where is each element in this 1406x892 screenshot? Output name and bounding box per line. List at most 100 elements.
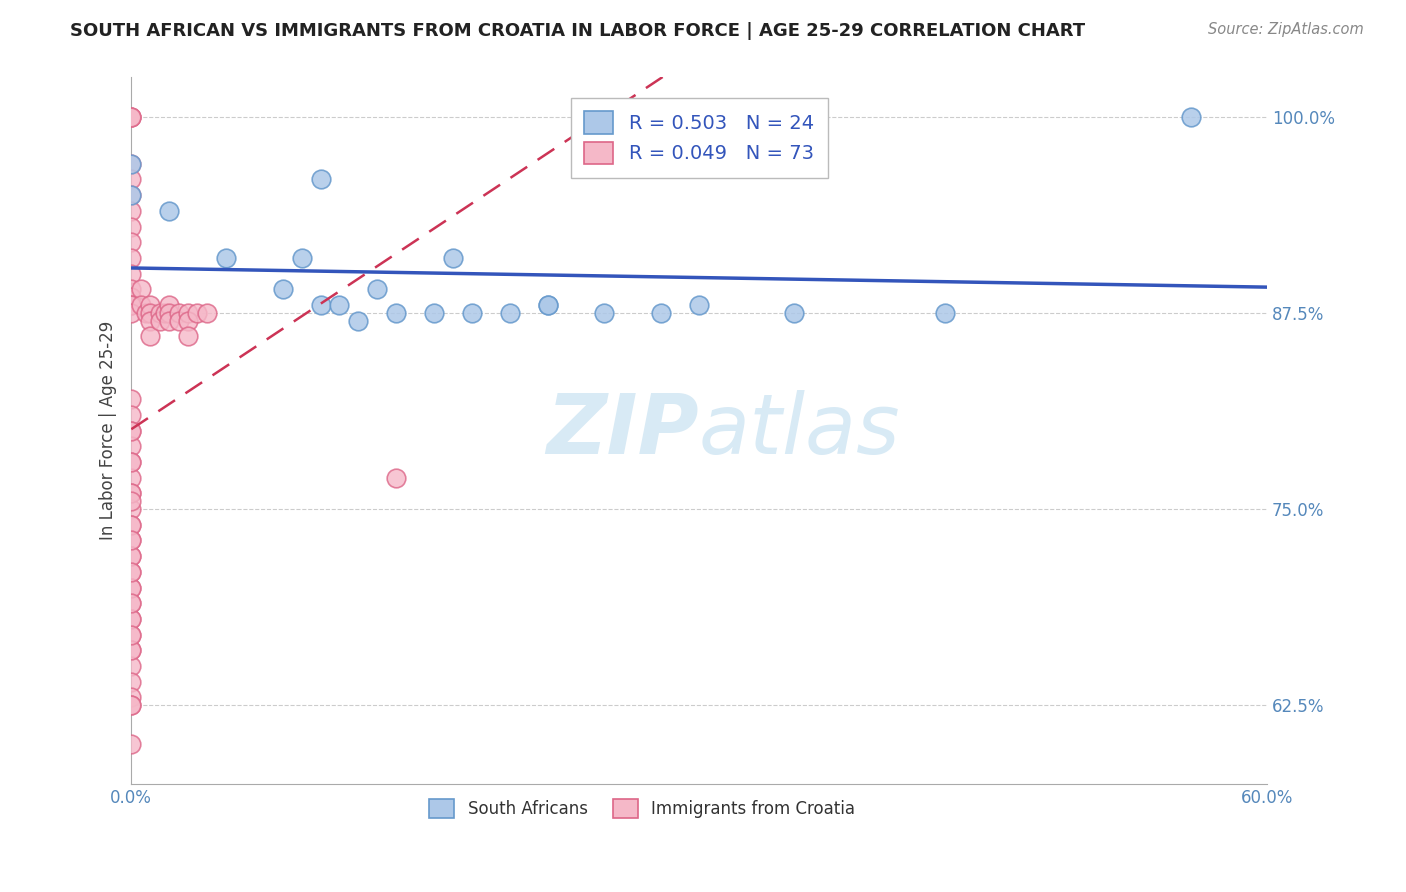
Point bbox=[593, 306, 616, 320]
Point bbox=[120, 157, 142, 171]
Point bbox=[291, 251, 314, 265]
Point bbox=[120, 424, 142, 438]
Point bbox=[120, 157, 142, 171]
Point bbox=[120, 674, 142, 689]
Point bbox=[120, 392, 142, 407]
Point bbox=[157, 314, 180, 328]
Point bbox=[139, 298, 162, 312]
Point bbox=[120, 439, 142, 453]
Point bbox=[120, 596, 142, 610]
Point bbox=[328, 298, 350, 312]
Point bbox=[120, 455, 142, 469]
Text: SOUTH AFRICAN VS IMMIGRANTS FROM CROATIA IN LABOR FORCE | AGE 25-29 CORRELATION : SOUTH AFRICAN VS IMMIGRANTS FROM CROATIA… bbox=[70, 22, 1085, 40]
Point bbox=[120, 738, 142, 752]
Point bbox=[177, 306, 200, 320]
Point bbox=[120, 549, 142, 563]
Point bbox=[120, 565, 142, 579]
Point bbox=[120, 581, 142, 595]
Point bbox=[149, 306, 172, 320]
Point bbox=[120, 306, 142, 320]
Y-axis label: In Labor Force | Age 25-29: In Labor Force | Age 25-29 bbox=[100, 321, 117, 541]
Point bbox=[120, 643, 142, 657]
Point bbox=[120, 188, 142, 202]
Point bbox=[120, 251, 142, 265]
Point bbox=[271, 282, 294, 296]
Point bbox=[120, 298, 142, 312]
Point bbox=[135, 306, 157, 320]
Point bbox=[120, 110, 142, 124]
Point bbox=[120, 612, 142, 626]
Point bbox=[120, 110, 142, 124]
Point bbox=[120, 596, 142, 610]
Point bbox=[120, 502, 142, 516]
Point bbox=[120, 188, 142, 202]
Point bbox=[120, 659, 142, 673]
Point bbox=[120, 486, 142, 500]
Point bbox=[120, 627, 142, 641]
Point bbox=[149, 314, 172, 328]
Point bbox=[157, 203, 180, 218]
Point bbox=[461, 306, 484, 320]
Point bbox=[129, 282, 152, 296]
Point bbox=[120, 698, 142, 713]
Point bbox=[120, 643, 142, 657]
Point bbox=[385, 471, 408, 485]
Point bbox=[129, 298, 152, 312]
Point bbox=[537, 298, 560, 312]
Point bbox=[120, 612, 142, 626]
Point bbox=[139, 306, 162, 320]
Point bbox=[120, 282, 142, 296]
Point bbox=[139, 314, 162, 328]
Point bbox=[120, 203, 142, 218]
Point bbox=[120, 549, 142, 563]
Point bbox=[155, 306, 177, 320]
Point bbox=[120, 690, 142, 705]
Point bbox=[120, 533, 142, 548]
Point bbox=[650, 306, 672, 320]
Point bbox=[120, 627, 142, 641]
Point bbox=[537, 298, 560, 312]
Point bbox=[1180, 110, 1202, 124]
Text: atlas: atlas bbox=[699, 390, 901, 471]
Point bbox=[195, 306, 218, 320]
Point bbox=[783, 306, 806, 320]
Point bbox=[120, 581, 142, 595]
Point bbox=[167, 314, 190, 328]
Point bbox=[934, 306, 956, 320]
Point bbox=[120, 533, 142, 548]
Point bbox=[120, 267, 142, 281]
Point bbox=[120, 219, 142, 234]
Point bbox=[120, 110, 142, 124]
Point bbox=[120, 172, 142, 186]
Point bbox=[120, 565, 142, 579]
Point bbox=[120, 424, 142, 438]
Point bbox=[499, 306, 522, 320]
Point bbox=[120, 298, 142, 312]
Point bbox=[120, 471, 142, 485]
Point bbox=[120, 698, 142, 713]
Point bbox=[309, 172, 332, 186]
Text: ZIP: ZIP bbox=[547, 390, 699, 471]
Point bbox=[167, 306, 190, 320]
Point bbox=[215, 251, 238, 265]
Point bbox=[441, 251, 464, 265]
Point bbox=[157, 306, 180, 320]
Point bbox=[120, 235, 142, 250]
Point bbox=[177, 314, 200, 328]
Point bbox=[120, 408, 142, 422]
Point bbox=[120, 455, 142, 469]
Point bbox=[688, 298, 710, 312]
Point bbox=[177, 329, 200, 343]
Legend: South Africans, Immigrants from Croatia: South Africans, Immigrants from Croatia bbox=[423, 792, 862, 825]
Point bbox=[366, 282, 388, 296]
Point bbox=[139, 329, 162, 343]
Point bbox=[120, 494, 142, 508]
Point bbox=[423, 306, 446, 320]
Text: Source: ZipAtlas.com: Source: ZipAtlas.com bbox=[1208, 22, 1364, 37]
Point bbox=[120, 517, 142, 532]
Point bbox=[157, 298, 180, 312]
Point bbox=[385, 306, 408, 320]
Point bbox=[186, 306, 208, 320]
Point bbox=[120, 290, 142, 304]
Point bbox=[120, 517, 142, 532]
